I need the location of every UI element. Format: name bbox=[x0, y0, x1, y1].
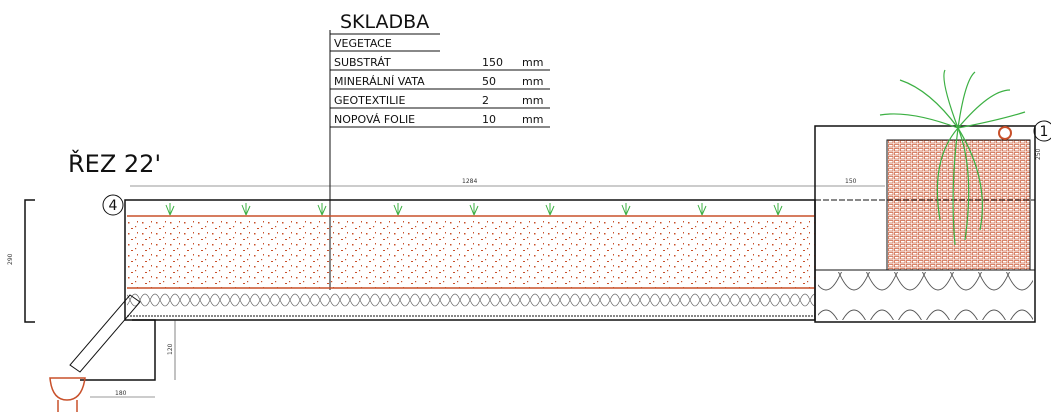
layer-name: MINERÁLNÍ VATA bbox=[334, 75, 425, 88]
sprout bbox=[698, 203, 706, 215]
dimension: 250 bbox=[1035, 148, 1042, 160]
sprout bbox=[166, 203, 174, 215]
bracket bbox=[25, 200, 35, 322]
layer-name: GEOTEXTILIE bbox=[334, 94, 405, 107]
sprout bbox=[622, 203, 630, 215]
substrate bbox=[127, 218, 815, 288]
layer-unit: mm bbox=[522, 113, 543, 126]
dimension: 1284 bbox=[462, 178, 477, 185]
dimension: 180 bbox=[115, 390, 127, 397]
layer-unit: mm bbox=[522, 94, 543, 107]
schedule-heading: SKLADBA bbox=[340, 11, 429, 33]
layer-table: VEGETACE SUBSTRÁT 150 mm MINERÁLNÍ VATA 50 mm G… bbox=[330, 37, 550, 127]
planter-insulation bbox=[818, 272, 1033, 320]
layer-thickness: 2 bbox=[482, 94, 489, 107]
planter-substrate bbox=[887, 140, 1030, 270]
layer-thickness: 150 bbox=[482, 56, 503, 69]
dimension: 150 bbox=[845, 178, 857, 185]
marker-label: 4 bbox=[109, 198, 118, 214]
insulation bbox=[127, 291, 815, 315]
layer-name: SUBSTRÁT bbox=[334, 56, 391, 69]
layer-thickness: 10 bbox=[482, 113, 496, 126]
sprout bbox=[470, 203, 478, 215]
marker-label: 1 bbox=[1040, 124, 1049, 140]
layer-unit: mm bbox=[522, 75, 543, 88]
sprout bbox=[318, 203, 326, 215]
layer-thickness: 50 bbox=[482, 75, 496, 88]
sprout bbox=[546, 203, 554, 215]
section-drawing: SKLADBA VEGETACESUBSTRÁT150mmMINERÁLNÍ V… bbox=[0, 0, 1051, 412]
dimension: 120 bbox=[167, 343, 174, 355]
sprout bbox=[394, 203, 402, 215]
gutter bbox=[50, 378, 85, 412]
section-label: ŘEZ 22' bbox=[68, 149, 161, 178]
layer-name: VEGETACE bbox=[334, 37, 392, 50]
dimension: 290 bbox=[7, 253, 14, 265]
ornament bbox=[999, 127, 1011, 139]
layer-unit: mm bbox=[522, 56, 543, 69]
sprout bbox=[774, 203, 782, 215]
sprout bbox=[242, 203, 250, 215]
layer-name: NOPOVÁ FOLIE bbox=[334, 113, 415, 126]
vegetation bbox=[166, 203, 782, 215]
